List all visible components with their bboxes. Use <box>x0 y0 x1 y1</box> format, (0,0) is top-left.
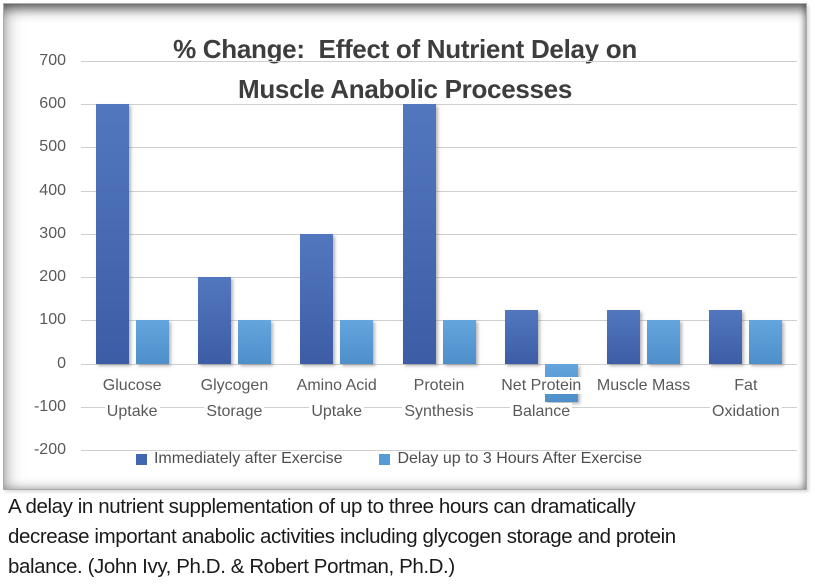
chart-title-line-1: % Change: Effect of Nutrient Delay on <box>173 34 637 64</box>
category-label-glucose-uptake: Glucose Uptake <box>72 373 192 425</box>
category-label-line: Fat <box>686 373 806 399</box>
chart-frame: % Change: Effect of Nutrient Delay on Mu… <box>3 3 807 490</box>
category-label-line: Amino Acid <box>277 373 397 399</box>
category-label-line: Synthesis <box>379 399 499 425</box>
category-label-line: Muscle Mass <box>584 373 704 399</box>
bar-glucose-uptake-series-1 <box>135 320 169 364</box>
legend-label-delay-3-hours: Delay up to 3 Hours After Exercise <box>397 450 643 467</box>
gridline-100 <box>81 320 797 322</box>
caption-line-2: decrease important anabolic activities i… <box>8 525 676 548</box>
category-label-line: Oxidation <box>686 399 806 425</box>
gridline-700 <box>81 61 797 62</box>
bar-amino-acid-uptake-series-0 <box>300 233 334 364</box>
gridline-500 <box>81 147 797 149</box>
category-label-line: Storage <box>174 399 294 425</box>
category-label-line: Uptake <box>72 399 192 425</box>
category-label-line: Glycogen <box>174 373 294 399</box>
bar-glycogen-storage-series-0 <box>197 277 231 364</box>
category-label-amino-acid-uptake: Amino Acid Uptake <box>277 373 397 425</box>
y-tick-label-300: 300 <box>39 224 66 242</box>
category-label-text: Synthesis <box>402 402 476 420</box>
category-label-text: Balance <box>510 402 573 420</box>
legend-item-immediately-after-exercise: Immediately after Exercise <box>135 450 343 468</box>
category-label-net-protein-balance: Net Protein Balance <box>481 373 601 425</box>
gridline-600 <box>81 104 797 106</box>
category-label-text: Muscle Mass <box>594 376 693 394</box>
gridline-200 <box>81 277 797 279</box>
chart-title: % Change: Effect of Nutrient Delay on Mu… <box>4 29 806 109</box>
bar-muscle-mass-series-0 <box>607 309 641 364</box>
category-label-glycogen-storage: Glycogen Storage <box>174 373 294 425</box>
y-tick-label-100: 100 <box>39 311 66 329</box>
category-label-text: Amino Acid <box>294 376 379 394</box>
legend-item-delay-3-hours: Delay up to 3 Hours After Exercise <box>379 450 642 468</box>
gridline--200 <box>81 450 797 451</box>
bar-fat-oxidation-series-0 <box>709 309 743 364</box>
category-label-line: Net Protein <box>481 373 601 399</box>
y-tick-label-400: 400 <box>39 181 66 199</box>
bar-glycogen-storage-series-1 <box>237 320 271 364</box>
category-label-line: Balance <box>481 399 601 425</box>
bar-glucose-uptake-series-0 <box>95 104 129 364</box>
category-label-text: Uptake <box>309 402 365 420</box>
caption: A delay in nutrient supplementation of u… <box>8 492 803 582</box>
y-tick-label-0: 0 <box>57 354 66 372</box>
category-label-line: Glucose <box>72 373 192 399</box>
y-tick-label-700: 700 <box>39 52 66 69</box>
gridline-400 <box>81 190 797 192</box>
category-label-text: Glucose <box>100 376 164 394</box>
chart-title-line-2: Muscle Anabolic Processes <box>237 74 573 104</box>
bar-net-protein-balance-series-0 <box>504 309 538 364</box>
bar-fat-oxidation-series-1 <box>749 320 783 364</box>
bar-muscle-mass-series-1 <box>647 320 681 364</box>
category-label-protein-synthesis: Protein Synthesis <box>379 373 499 425</box>
category-label-text: Net Protein <box>499 376 584 394</box>
y-tick-label--200: -200 <box>33 441 66 458</box>
category-label-line: Uptake <box>277 399 397 425</box>
caption-line-1: A delay in nutrient supplementation of u… <box>8 495 636 518</box>
legend: Immediately after Exercise Delay up to 3… <box>0 448 790 470</box>
category-label-text: Fat <box>732 376 760 394</box>
legend-label-immediately-after-exercise: Immediately after Exercise <box>153 450 343 467</box>
y-tick-label-500: 500 <box>39 138 66 156</box>
category-label-fat-oxidation: Fat Oxidation <box>686 373 806 425</box>
legend-swatch-dark-blue <box>135 453 147 465</box>
category-label-text: Glycogen <box>198 376 271 394</box>
y-tick-label--100: -100 <box>33 397 66 415</box>
category-label-text: Uptake <box>104 402 160 420</box>
category-label-text: Storage <box>204 402 265 420</box>
plot-area: 700 600 500 400 300 200 100 0 -100 -200 Glucose Upt… <box>34 52 797 458</box>
category-label-text: Protein <box>411 376 467 394</box>
legend-swatch-light-blue <box>379 453 391 465</box>
bar-amino-acid-uptake-series-1 <box>340 320 374 364</box>
bar-protein-synthesis-series-1 <box>442 320 476 364</box>
bar-protein-synthesis-series-0 <box>402 104 436 364</box>
y-tick-label-600: 600 <box>39 95 66 113</box>
caption-line-3: balance. (John Ivy, Ph.D. & Robert Portm… <box>8 555 455 578</box>
gridline-300 <box>81 233 797 235</box>
category-label-text: Oxidation <box>710 402 782 420</box>
category-label-muscle-mass: Muscle Mass <box>584 373 704 399</box>
y-tick-label-200: 200 <box>39 268 66 286</box>
gridline-0 <box>81 363 797 365</box>
category-label-line: Protein <box>379 373 499 399</box>
